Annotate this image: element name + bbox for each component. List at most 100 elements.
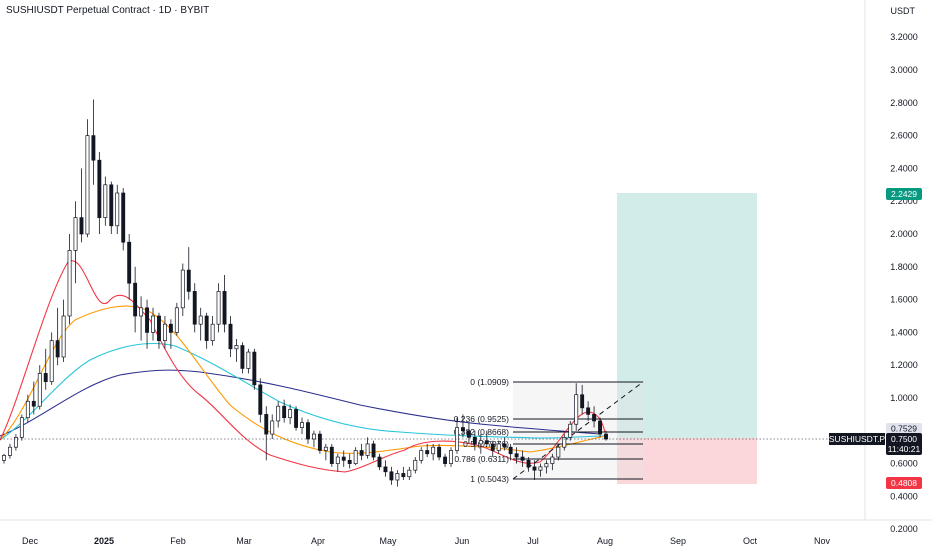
candle [222, 275, 227, 333]
candle [91, 99, 96, 185]
fib-level: 0.786 (0.6311) [454, 454, 643, 464]
candle [73, 201, 78, 284]
stop-zone[interactable] [617, 438, 757, 484]
target-zone[interactable] [617, 193, 757, 438]
candle [371, 440, 376, 461]
candle [300, 417, 304, 435]
time-tick-label: 2025 [94, 536, 114, 546]
candle [109, 181, 114, 234]
time-tick-label: May [379, 536, 397, 546]
candle [49, 332, 54, 385]
candle-countdown-label: 11:40:21 [888, 444, 921, 454]
candle [228, 316, 233, 357]
candle [311, 430, 316, 448]
candle [323, 443, 328, 461]
candle [97, 152, 102, 234]
price-tick-label: 2.6000 [890, 131, 918, 141]
price-tick-label: 2.0000 [890, 229, 918, 239]
price-axis[interactable]: 3.2000 3.0000 2.8000 2.6000 2.4000 2.2000 2.00… [890, 32, 918, 534]
fib-level-label: 0 (1.0909) [470, 377, 509, 387]
candle [79, 168, 84, 243]
candle [282, 399, 287, 423]
chart-title: SUSHIUSDT Perpetual Contract · 1D · BYBI… [6, 5, 210, 16]
candle [347, 453, 352, 469]
candle [258, 378, 263, 423]
candle [586, 401, 591, 421]
fib-level-label: 0.382 (0.8668) [454, 427, 509, 437]
candle [490, 440, 495, 458]
candle [425, 443, 430, 458]
candle [151, 307, 155, 341]
candle [139, 296, 144, 341]
candle [514, 447, 519, 464]
candle [294, 406, 299, 431]
candle [461, 414, 465, 438]
candle [43, 348, 48, 390]
price-tick-label: 2.4000 [890, 163, 918, 173]
level-price-label: 0.7529 [891, 424, 917, 434]
candle [449, 447, 453, 467]
price-tick-label: 3.2000 [890, 32, 918, 42]
candle [19, 414, 24, 441]
fib-level: 0 (1.0909) [470, 377, 643, 387]
time-tick-label: Dec [22, 536, 39, 546]
candle [288, 404, 293, 425]
price-unit-label: USDT [890, 6, 916, 16]
price-tick-label: 2.2000 [890, 196, 918, 206]
candle [520, 450, 525, 467]
candle [198, 307, 203, 341]
stop-price-tag: 0.4808 [886, 477, 922, 489]
ma-dark-blue-line [0, 369, 601, 437]
candle [538, 463, 543, 477]
candle [562, 434, 567, 451]
time-tick-label: Oct [743, 536, 758, 546]
price-tick-label: 1.2000 [890, 360, 918, 370]
candle [186, 247, 191, 300]
candle [180, 263, 185, 316]
fib-level-label: 1 (0.5043) [470, 474, 509, 484]
candle [568, 420, 573, 441]
candle [556, 443, 561, 461]
candle [437, 443, 442, 461]
candle [103, 176, 108, 226]
target-price-tag: 2.2429 [886, 188, 922, 200]
time-tick-label: Jul [527, 536, 539, 546]
candle [317, 430, 322, 454]
candle [496, 440, 501, 454]
candle [31, 381, 36, 415]
candle [37, 365, 42, 410]
candle [168, 319, 173, 349]
price-tick-label: 1.4000 [890, 327, 918, 337]
level-price-tag: 0.7529 [886, 423, 922, 434]
fib-level-label: 0.236 (0.9525) [454, 414, 509, 424]
candle [395, 470, 400, 487]
price-tick-label: 1.0000 [890, 393, 918, 403]
price-tick-label: 3.0000 [890, 65, 918, 75]
ma-orange-line [0, 305, 606, 454]
price-tick-label: 0.2000 [890, 524, 918, 534]
candle [407, 466, 412, 480]
candle [598, 417, 602, 438]
price-tick-label: 1.8000 [890, 262, 918, 272]
candle [55, 307, 60, 366]
symbol-label: SUSHIUSDT.P [829, 434, 886, 444]
candle [580, 384, 585, 415]
candle [252, 348, 257, 390]
candle [532, 460, 537, 480]
last-price-label: 0.7500 [891, 434, 917, 444]
time-tick-label: Sep [670, 536, 686, 546]
ma-red-line [0, 260, 606, 473]
candle [264, 406, 269, 461]
candle [592, 406, 597, 428]
symbol-price-tag: SUSHIUSDT.P 0.7500 11:40:21 [829, 433, 922, 455]
time-axis[interactable]: Dec 2025 Feb Mar Apr May Jun Jul Aug Sep Oct Nov [22, 536, 831, 546]
candle [210, 316, 215, 346]
candle [127, 234, 132, 300]
candle [341, 450, 346, 467]
candle [413, 457, 418, 474]
price-tick-label: 2.8000 [890, 98, 918, 108]
candlestick-series[interactable] [2, 99, 608, 487]
candle [466, 422, 471, 444]
candle [329, 443, 334, 467]
